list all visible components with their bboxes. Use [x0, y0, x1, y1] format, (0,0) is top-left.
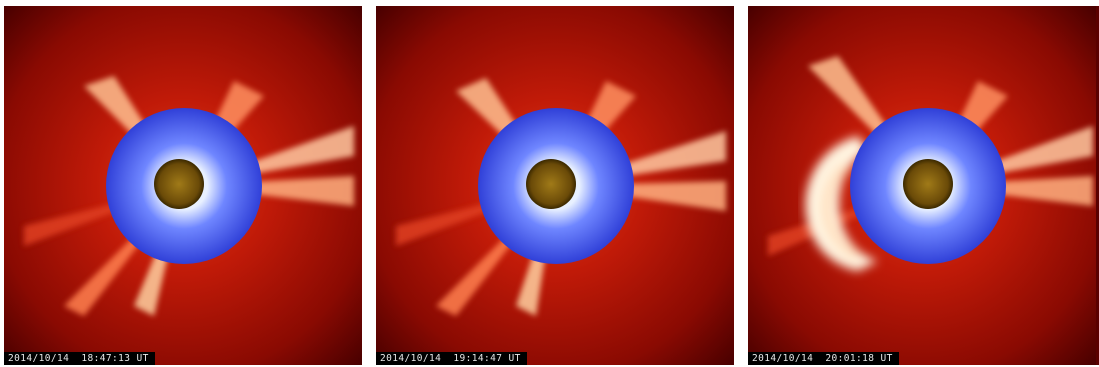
timestamp-label-3: 2014/10/14 20:01:18 UT: [748, 352, 899, 365]
timestamp-label-2: 2014/10/14 19:14:47 UT: [376, 352, 527, 365]
sun-disk-3: [903, 159, 953, 209]
corona-image-2: [376, 6, 734, 365]
corona-image-3: [748, 6, 1096, 365]
sun-disk-1: [154, 159, 204, 209]
sun-disk-2: [526, 159, 576, 209]
corona-image-1: [4, 6, 362, 365]
coronal-mass-ejection: [805, 136, 878, 271]
coronagraph-panel-3: 2014/10/14 20:01:18 UT: [748, 6, 1099, 365]
coronagraph-panel-2: 2014/10/14 19:14:47 UT: [376, 6, 734, 365]
timestamp-label-1: 2014/10/14 18:47:13 UT: [4, 352, 155, 365]
coronagraph-panel-1: 2014/10/14 18:47:13 UT: [4, 6, 362, 365]
